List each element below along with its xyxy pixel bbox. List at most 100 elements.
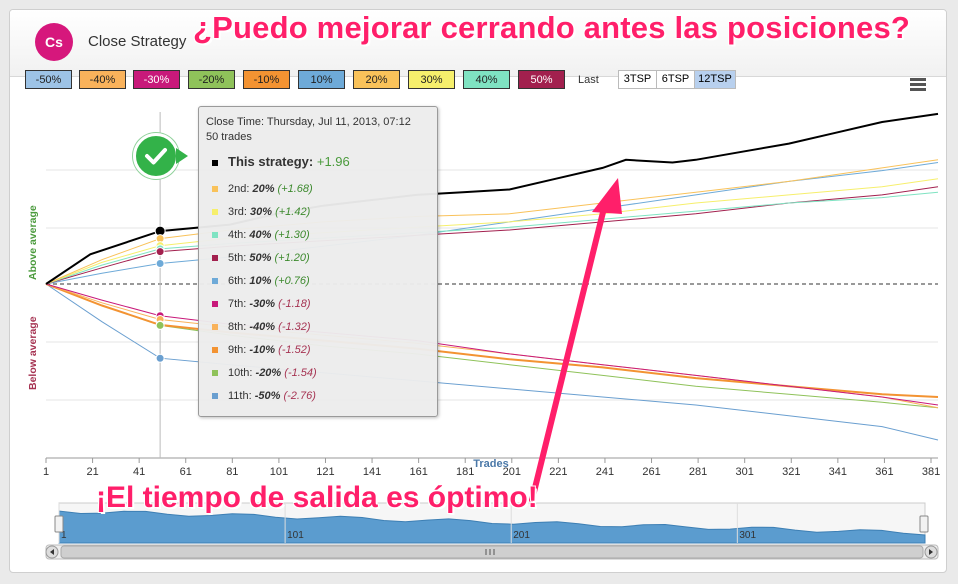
below-average-label: Below average [27, 316, 39, 390]
tooltip-row: 10th: -20% (-1.54) [212, 367, 317, 383]
series-line-50pct [45, 186, 939, 285]
period-label: Last [578, 74, 599, 86]
tooltip-pct: 50% [249, 252, 275, 264]
x-tick-label: 181 [456, 466, 474, 478]
x-tick-label: 21 [86, 466, 98, 478]
series-marker-icon [212, 232, 218, 239]
tooltip-trades: 50 trades [206, 131, 252, 143]
x-tick-label: 121 [316, 466, 334, 478]
tooltip-rank: 10th: [228, 367, 256, 379]
series-line-30pct [45, 178, 939, 285]
tooltip-pct: -20% [255, 367, 285, 379]
tooltip-value: (-1.18) [278, 298, 311, 310]
tooltip-row: This strategy: +1.96 [212, 154, 350, 170]
hamburger-menu-icon[interactable] [910, 78, 926, 91]
tooltip-rank: 6th: [228, 275, 250, 287]
tooltip-row: 6th: 10% (+0.76) [212, 275, 310, 291]
highlight-point [155, 320, 165, 330]
tooltip-pct: -50% [254, 390, 284, 402]
tooltip-row: 11th: -50% (-2.76) [212, 390, 316, 406]
navigator-handle[interactable] [54, 515, 64, 533]
navigator-tick-label: 301 [739, 530, 756, 541]
x-tick-label: 281 [689, 466, 707, 478]
tooltip-value: +1.96 [316, 154, 350, 169]
series-marker-icon [212, 278, 218, 285]
series-line-minus30pct [45, 283, 939, 406]
panel-title: Close Strategy [88, 33, 187, 50]
annotation-arrow [529, 197, 609, 503]
series-line-minus10pct [45, 283, 939, 398]
x-axis-title: Trades [473, 458, 508, 470]
above-average-label: Above average [27, 205, 39, 280]
series-line-minus20pct [45, 283, 939, 409]
percent-button-20pct[interactable]: 20% [353, 70, 400, 89]
tooltip-row: 9th: -10% (-1.52) [212, 344, 311, 360]
tooltip-row: 8th: -40% (-1.32) [212, 321, 311, 337]
tooltip-row: 4th: 40% (+1.30) [212, 229, 310, 245]
chart-panel: Cs Close Strategy [9, 9, 947, 573]
percent-button-30pct[interactable]: 30% [408, 70, 455, 89]
percent-button-minus10pct[interactable]: -10% [243, 70, 290, 89]
avatar: Cs [35, 23, 73, 61]
percent-button-minus30pct[interactable]: -30% [133, 70, 180, 89]
tooltip-pct: 40% [249, 229, 275, 241]
tooltip-row: 7th: -30% (-1.18) [212, 298, 311, 314]
x-tick-label: 161 [409, 466, 427, 478]
x-tick-label: 321 [782, 466, 800, 478]
tooltip-rank: This strategy: [228, 154, 317, 169]
tooltip-rank: 9th: [228, 344, 250, 356]
tooltip-row: 2nd: 20% (+1.68) [212, 183, 313, 199]
highlight-point [155, 353, 165, 363]
x-tick-label: 341 [829, 466, 847, 478]
data-tooltip: Close Time: Thursday, Jul 11, 2013, 07:1… [198, 106, 438, 417]
annotation-arrowhead [592, 178, 622, 214]
tooltip-pct: -40% [249, 321, 279, 333]
percent-button-10pct[interactable]: 10% [298, 70, 345, 89]
period-3tsp-button[interactable]: 3TSP [618, 70, 657, 89]
tooltip-rank: 2nd: [228, 183, 253, 195]
x-tick-label: 141 [363, 466, 381, 478]
annotation-text: ¡El tiempo de salida es óptimo! [96, 481, 538, 514]
percent-button-40pct[interactable]: 40% [463, 70, 510, 89]
tooltip-pct: 30% [250, 206, 276, 218]
scroll-right-icon [929, 549, 933, 555]
tooltip-value: (-2.76) [283, 390, 316, 402]
series-marker-icon [212, 370, 218, 377]
x-tick-label: 221 [549, 466, 567, 478]
x-tick-label: 381 [922, 466, 940, 478]
tooltip-row: 5th: 50% (+1.20) [212, 252, 310, 268]
percent-button-50pct[interactable]: 50% [518, 70, 565, 89]
percent-button-minus50pct[interactable]: -50% [25, 70, 72, 89]
x-tick-label: 81 [226, 466, 238, 478]
scroll-left-icon [50, 549, 54, 555]
tooltip-rank: 7th: [228, 298, 250, 310]
series-marker-icon [212, 159, 218, 166]
tooltip-value: (+1.42) [275, 206, 311, 218]
x-tick-label: 301 [736, 466, 754, 478]
x-tick-label: 1 [43, 466, 49, 478]
percent-button-minus20pct[interactable]: -20% [188, 70, 235, 89]
tooltip-value: (-1.54) [284, 367, 317, 379]
tooltip-value: (-1.52) [278, 344, 311, 356]
tooltip-value: (+1.30) [274, 229, 310, 241]
x-tick-label: 241 [596, 466, 614, 478]
tooltip-rank: 4th: [228, 229, 250, 241]
tooltip-pct: 20% [252, 183, 278, 195]
series-marker-icon [212, 347, 218, 354]
x-tick-label: 361 [875, 466, 893, 478]
scrollbar-thumb[interactable] [60, 545, 924, 559]
tooltip-time: Close Time: Thursday, Jul 11, 2013, 07:1… [206, 116, 411, 128]
series-marker-icon [212, 301, 218, 308]
tooltip-rank: 11th: [228, 390, 255, 402]
series-line-20pct [45, 159, 939, 285]
period-12tsp-button[interactable]: 12TSP [694, 70, 736, 89]
navigator-handle[interactable] [919, 515, 929, 533]
series-marker-icon [212, 209, 218, 216]
tooltip-value: (+0.76) [274, 275, 310, 287]
x-tick-label: 61 [180, 466, 192, 478]
checkmark-pointer [176, 148, 188, 164]
tooltip-value: (+1.20) [274, 252, 310, 264]
percent-button-minus40pct[interactable]: -40% [79, 70, 126, 89]
series-marker-icon [212, 393, 218, 400]
